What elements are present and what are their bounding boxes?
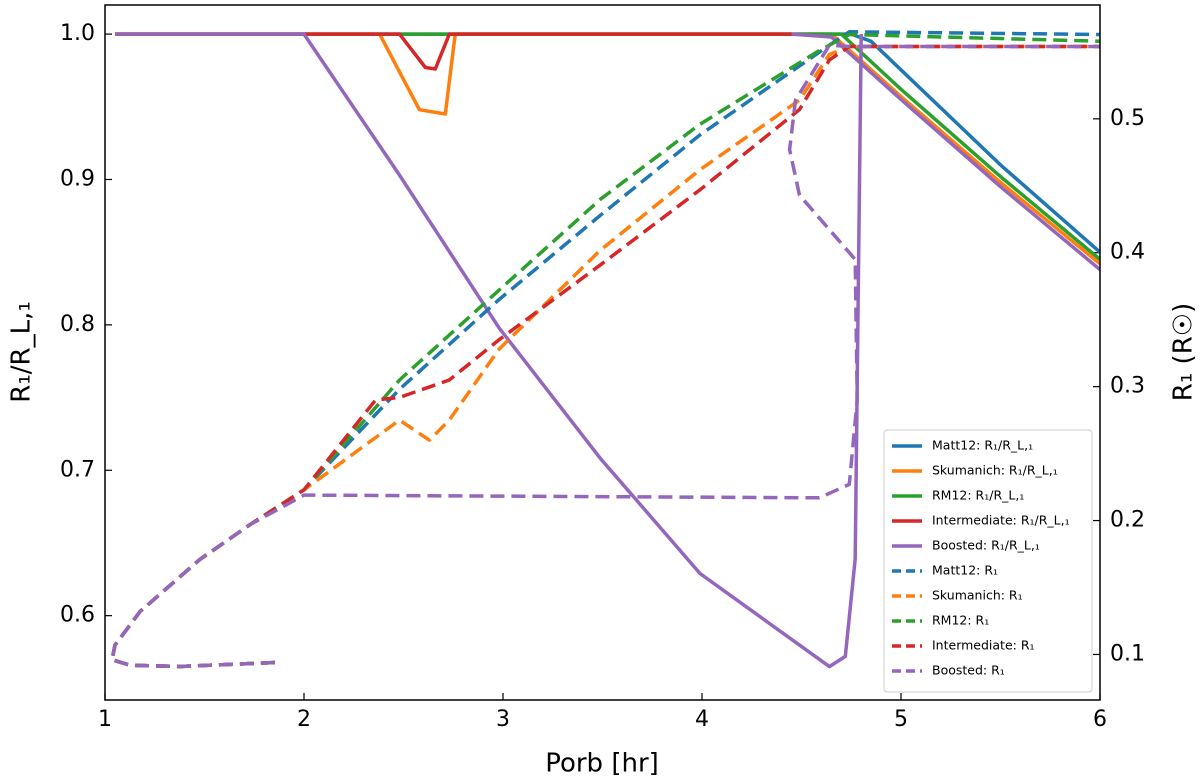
y2-tick-label: 0.5 bbox=[1110, 106, 1145, 131]
plot-frame bbox=[104, 4, 1101, 701]
legend-label: RM12: R₁/R_L,₁ bbox=[932, 488, 1024, 503]
x-tick-label: 3 bbox=[496, 707, 510, 732]
legend-label: Intermediate: R₁ bbox=[932, 638, 1035, 653]
y2-tick-label: 0.1 bbox=[1110, 641, 1145, 666]
y-tick-label: 0.7 bbox=[60, 457, 95, 482]
y-tick-label: 0.9 bbox=[60, 166, 95, 191]
y2-tick-label: 0.2 bbox=[1110, 508, 1145, 533]
x-tick-label: 2 bbox=[297, 707, 311, 732]
y2-tick-label: 0.4 bbox=[1110, 240, 1145, 265]
series-line bbox=[115, 32, 1100, 266]
y-tick-label: 0.6 bbox=[60, 603, 95, 628]
legend-label: RM12: R₁ bbox=[932, 613, 989, 628]
legend-label: Boosted: R₁/R_L,₁ bbox=[932, 538, 1040, 553]
legend-label: Matt12: R₁ bbox=[932, 563, 998, 578]
x-tick-label: 5 bbox=[894, 707, 908, 732]
y2-tick-label: 0.3 bbox=[1110, 374, 1145, 399]
legend-label: Matt12: R₁/R_L,₁ bbox=[932, 438, 1033, 453]
y-axis-label: R₁/R_L,₁ bbox=[7, 301, 37, 403]
legend-label: Boosted: R₁ bbox=[932, 663, 1005, 678]
y-tick-label: 0.8 bbox=[60, 312, 95, 337]
x-tick-label: 6 bbox=[1093, 707, 1107, 732]
legend-label: Skumanich: R₁/R_L,₁ bbox=[932, 463, 1058, 478]
y2-axis-label: R₁ (R☉) bbox=[1169, 303, 1199, 401]
series-line bbox=[115, 32, 1100, 669]
series-line bbox=[110, 44, 1100, 669]
x-tick-label: 4 bbox=[695, 707, 709, 732]
series-line bbox=[115, 32, 1100, 261]
x-axis-label: Porb [hr] bbox=[545, 749, 659, 779]
series-line bbox=[110, 43, 1100, 669]
legend-label: Skumanich: R₁ bbox=[932, 588, 1023, 603]
y-tick-label: 1.0 bbox=[60, 21, 95, 46]
legend-label: Intermediate: R₁/R_L,₁ bbox=[932, 513, 1070, 528]
series-line bbox=[115, 32, 792, 71]
legend-box bbox=[883, 429, 1093, 693]
x-tick-label: 1 bbox=[98, 707, 112, 732]
